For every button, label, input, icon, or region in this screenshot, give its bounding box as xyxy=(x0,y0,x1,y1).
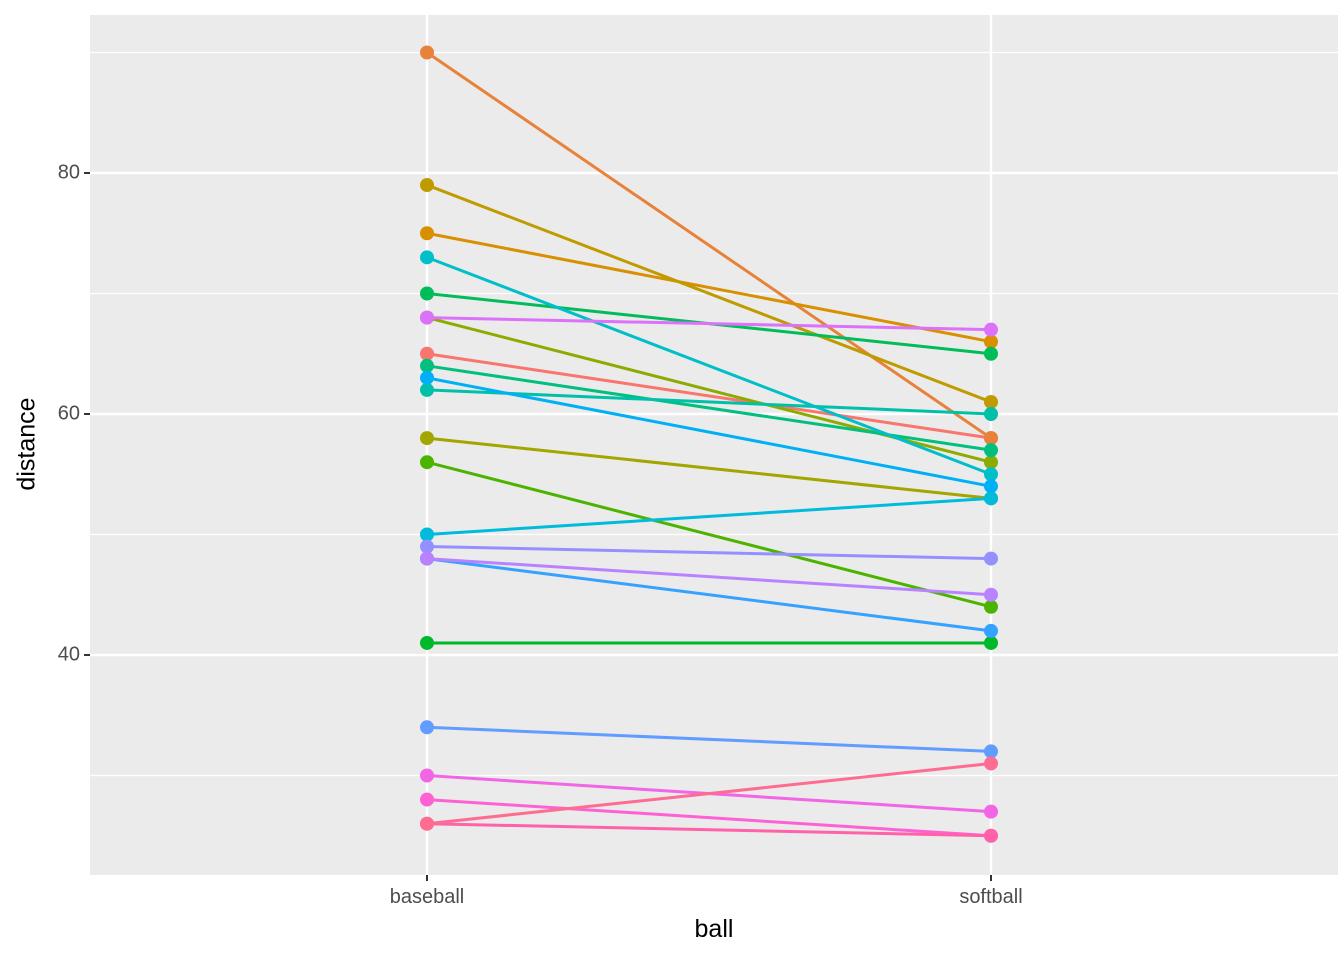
point-softball-cyan xyxy=(984,491,998,506)
player-line-periwinkle xyxy=(426,545,992,561)
point-softball-hot-pink xyxy=(984,828,998,843)
player-line-amber xyxy=(426,231,992,344)
point-baseball-emerald xyxy=(420,286,434,301)
player-line-hot-pink xyxy=(426,822,992,838)
player-line-cornflower xyxy=(426,725,992,753)
point-softball-teal-cyan xyxy=(984,467,998,482)
player-line-lavender xyxy=(426,557,992,597)
point-baseball-sky-blue xyxy=(420,370,434,385)
point-softball-sky-blue xyxy=(984,479,998,494)
point-softball-bright-green xyxy=(984,635,998,650)
player-line-teal-cyan xyxy=(426,255,992,476)
point-baseball-periwinkle xyxy=(420,539,434,554)
player-line-pink xyxy=(426,798,992,838)
player-line-sky-blue xyxy=(426,376,992,488)
point-softball-green xyxy=(984,599,998,614)
point-softball-magenta xyxy=(984,804,998,819)
player-line-orange xyxy=(426,51,992,440)
point-baseball-cornflower xyxy=(420,720,434,735)
player-line-cyan xyxy=(426,496,992,536)
player-line-teal xyxy=(426,388,992,416)
point-softball-sea-green xyxy=(984,443,998,458)
player-line-green xyxy=(426,460,992,609)
point-baseball-amber xyxy=(420,226,434,241)
y-tick-label-40: 40 xyxy=(57,643,80,666)
point-baseball-green xyxy=(420,455,434,470)
point-softball-amber xyxy=(984,334,998,349)
point-baseball-lavender xyxy=(420,551,434,566)
point-softball-lavender xyxy=(984,587,998,602)
point-baseball-pink xyxy=(420,792,434,807)
point-softball-rose xyxy=(984,756,998,771)
point-softball-orange xyxy=(984,431,998,446)
point-baseball-orange xyxy=(420,45,434,60)
point-baseball-bright-green xyxy=(420,635,434,650)
y-axis-title: distance xyxy=(12,397,41,491)
y-tick-label-80: 80 xyxy=(57,161,80,184)
point-softball-gold xyxy=(984,394,998,409)
player-line-olive xyxy=(426,436,992,500)
point-softball-cornflower xyxy=(984,744,998,759)
x-axis-title: ball xyxy=(694,915,734,943)
player-line-sea-green xyxy=(426,364,992,452)
point-baseball-teal-cyan xyxy=(420,250,434,265)
point-softball-yellow-green xyxy=(984,455,998,470)
panel-background xyxy=(90,15,1338,875)
point-baseball-salmon xyxy=(420,346,434,361)
y-tick-label-60: 60 xyxy=(57,402,80,425)
point-softball-periwinkle xyxy=(984,551,998,566)
point-softball-emerald xyxy=(984,346,998,361)
player-line-orchid xyxy=(426,316,992,332)
point-baseball-orchid xyxy=(420,310,434,325)
point-baseball-magenta xyxy=(420,768,434,783)
player-line-salmon xyxy=(426,352,992,440)
point-softball-azure xyxy=(984,623,998,638)
point-baseball-rose xyxy=(420,816,434,831)
x-tick-label-baseball: baseball xyxy=(389,886,465,908)
point-baseball-gold xyxy=(420,178,434,193)
point-baseball-sea-green xyxy=(420,358,434,373)
point-softball-teal xyxy=(984,407,998,421)
player-line-rose xyxy=(426,761,992,826)
player-line-gold xyxy=(426,183,992,404)
point-baseball-olive xyxy=(420,431,434,446)
player-line-azure xyxy=(426,557,992,633)
point-softball-orchid xyxy=(984,322,998,337)
point-baseball-cyan xyxy=(420,527,434,542)
point-baseball-teal xyxy=(420,382,434,397)
x-tick-label-softball: softball xyxy=(959,886,1023,908)
